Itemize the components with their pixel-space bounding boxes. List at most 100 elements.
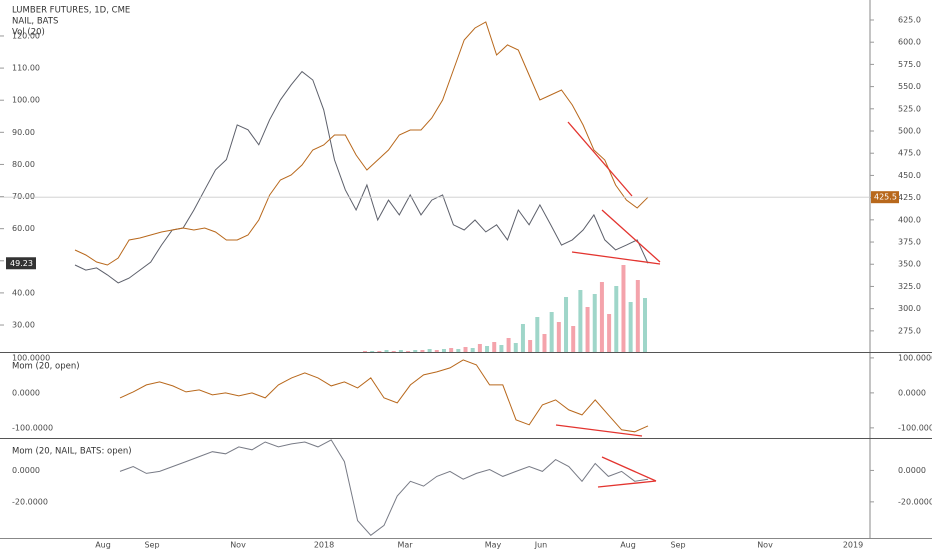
volume-bar	[578, 290, 583, 352]
volume-bar	[528, 340, 533, 352]
y-tick-label: 275.0	[898, 326, 921, 335]
y-tick-label: 100.0000	[898, 353, 932, 362]
y-tick-label: 0.0000	[898, 466, 926, 475]
y-tick-label: 300.0	[898, 304, 921, 313]
volume-bar	[614, 286, 619, 352]
volume-bar	[549, 312, 554, 352]
pane-title: Mom (20, NAIL, BATS: open)	[12, 447, 132, 457]
pane-title: Mom (20, open)	[12, 362, 80, 372]
x-tick-label: Mar	[397, 541, 413, 550]
y-tick-label: 625.0	[898, 15, 921, 24]
volume-bar	[607, 314, 612, 352]
y-tick-label: 450.0	[898, 171, 921, 180]
y-tick-label: 600.0	[898, 38, 921, 47]
y-tick-label: 525.0	[898, 104, 921, 113]
legend-entry: NAIL, BATS	[12, 17, 58, 27]
price-badge-label: 425.5	[874, 193, 897, 202]
y-tick-label-left: -100.0000	[12, 423, 53, 432]
legend-entry: Vol (20)	[12, 28, 45, 38]
x-tick-label: Aug	[95, 541, 111, 550]
x-tick-label: Aug	[620, 541, 636, 550]
x-tick-label: Jun	[534, 541, 548, 550]
volume-bar	[420, 350, 425, 352]
x-tick-label: 2018	[314, 541, 334, 550]
volume-bar	[592, 294, 597, 352]
y-tick-label: 30.00	[12, 321, 35, 330]
y-tick-label: -100.0000	[898, 423, 932, 432]
volume-bar	[406, 351, 411, 352]
volume-bar	[571, 326, 576, 352]
volume-bar	[441, 349, 446, 352]
volume-bar	[463, 347, 468, 352]
y-tick-label-left: 0.0000	[12, 388, 40, 397]
y-tick-label: 40.00	[12, 288, 35, 297]
y-tick-label: 575.0	[898, 60, 921, 69]
y-tick-label: 375.0	[898, 238, 921, 247]
volume-bar	[499, 345, 504, 352]
volume-bar	[621, 265, 626, 352]
y-tick-label-left: 100.0000	[12, 353, 50, 362]
volume-bar	[456, 349, 461, 352]
price-badge	[871, 191, 899, 204]
plot-layer: Aug Sep Nov 2018 Mar May Jun Aug Sep Nov 2019 30.00…	[0, 15, 932, 550]
x-tick-label: Sep	[670, 541, 685, 550]
y-tick-label: 325.0	[898, 282, 921, 291]
y-tick-label: 425.0	[898, 193, 921, 202]
volume-bar	[585, 307, 590, 352]
x-tick-label: 2019	[843, 541, 863, 550]
series-line	[119, 439, 649, 536]
y-tick-label: 500.0	[898, 127, 921, 136]
volume-bar	[470, 348, 475, 352]
series-line	[74, 21, 649, 266]
volume-bar	[413, 350, 418, 352]
trend-lines	[555, 121, 661, 488]
y-tick-label: 475.0	[898, 149, 921, 158]
y-tick-label: 350.0	[898, 260, 921, 269]
x-tick-label: May	[485, 541, 502, 550]
volume-bar	[492, 342, 497, 352]
volume-bar	[535, 317, 540, 352]
volume-bar	[449, 348, 454, 352]
volume-bar	[377, 351, 382, 352]
y-tick-label: 400.0	[898, 215, 921, 224]
volume-bar	[599, 282, 604, 352]
x-tick-label: Sep	[144, 541, 159, 550]
volume-bar	[542, 334, 547, 352]
volume-bar	[477, 344, 482, 352]
y-tick-label: 100.00	[12, 96, 40, 105]
y-tick-label: 80.00	[12, 160, 35, 169]
price-badge-label: 49.23	[10, 259, 33, 268]
x-tick-label: Nov	[757, 541, 773, 550]
price-badge	[6, 257, 36, 270]
y-tick-label: -20.0000	[898, 497, 932, 506]
series-line	[119, 359, 649, 433]
volume-bar	[556, 322, 561, 352]
y-tick-label: 70.00	[12, 192, 35, 201]
volume-bar	[384, 350, 389, 352]
volume-bar	[391, 351, 396, 352]
y-tick-label: 60.00	[12, 224, 35, 233]
y-tick-label-left: 0.0000	[12, 466, 40, 475]
volume-bar	[520, 324, 525, 352]
legend-title: LUMBER FUTURES, 1D, CME	[12, 6, 130, 16]
volume-bar	[506, 338, 511, 352]
volume-bar	[363, 351, 367, 352]
y-tick-label: 120.00	[12, 31, 40, 40]
volume-bar	[434, 350, 439, 352]
y-tick-label-left: -20.0000	[12, 497, 48, 506]
volume-bar	[564, 297, 569, 352]
volume-bar	[485, 346, 490, 352]
volume-bar	[643, 298, 647, 352]
y-tick-label: 550.0	[898, 82, 921, 91]
volume-bar	[513, 343, 518, 352]
volume-bar	[427, 349, 432, 352]
volume-bar	[628, 302, 633, 352]
volume-bar	[635, 280, 640, 352]
x-tick-label: Nov	[230, 541, 246, 550]
volume-bar	[398, 350, 403, 352]
y-tick-label: 0.0000	[898, 388, 926, 397]
y-tick-label: 110.00	[12, 64, 40, 73]
y-tick-label: 90.00	[12, 128, 35, 137]
